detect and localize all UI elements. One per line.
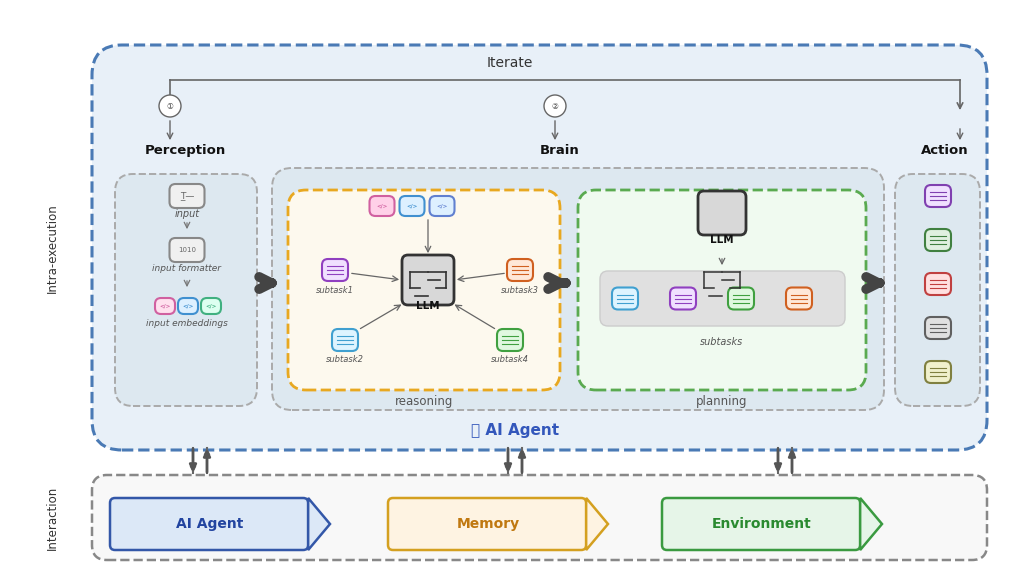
Text: </>: </> xyxy=(160,303,171,308)
FancyBboxPatch shape xyxy=(201,298,221,314)
Text: Environment: Environment xyxy=(712,517,812,531)
Text: Perception: Perception xyxy=(144,144,225,157)
Text: Iterate: Iterate xyxy=(486,56,534,70)
Text: </>: </> xyxy=(206,303,217,308)
FancyBboxPatch shape xyxy=(612,287,638,310)
Circle shape xyxy=(544,95,566,117)
Text: input embeddings: input embeddings xyxy=(146,319,228,328)
Circle shape xyxy=(159,95,181,117)
Text: </>: </> xyxy=(377,203,388,208)
Text: subtask3: subtask3 xyxy=(501,286,539,294)
Text: Brain: Brain xyxy=(540,144,580,157)
FancyBboxPatch shape xyxy=(370,196,394,216)
FancyBboxPatch shape xyxy=(92,45,987,450)
FancyBboxPatch shape xyxy=(925,273,951,295)
FancyBboxPatch shape xyxy=(507,259,534,281)
FancyBboxPatch shape xyxy=(388,498,586,550)
FancyBboxPatch shape xyxy=(728,287,754,310)
Text: </>: </> xyxy=(407,203,418,208)
Text: reasoning: reasoning xyxy=(395,395,454,407)
Text: ②: ② xyxy=(552,102,558,111)
FancyBboxPatch shape xyxy=(786,287,812,310)
FancyBboxPatch shape xyxy=(895,174,980,406)
FancyBboxPatch shape xyxy=(399,196,425,216)
Polygon shape xyxy=(586,498,608,550)
Text: LLM: LLM xyxy=(416,301,440,311)
Text: subtasks: subtasks xyxy=(700,337,743,347)
FancyBboxPatch shape xyxy=(600,271,845,326)
Text: subtask1: subtask1 xyxy=(316,286,354,294)
Text: Action: Action xyxy=(922,144,969,157)
FancyBboxPatch shape xyxy=(115,174,257,406)
FancyBboxPatch shape xyxy=(322,259,348,281)
FancyBboxPatch shape xyxy=(178,298,198,314)
Text: planning: planning xyxy=(696,395,748,407)
FancyBboxPatch shape xyxy=(429,196,455,216)
Text: Interaction: Interaction xyxy=(45,486,58,550)
FancyBboxPatch shape xyxy=(925,229,951,251)
Text: LLM: LLM xyxy=(711,235,734,245)
FancyBboxPatch shape xyxy=(925,317,951,339)
Text: 1010: 1010 xyxy=(178,247,196,253)
FancyBboxPatch shape xyxy=(662,498,860,550)
Text: 🤖 AI Agent: 🤖 AI Agent xyxy=(471,423,559,437)
FancyBboxPatch shape xyxy=(110,498,308,550)
Text: Intra-execution: Intra-execution xyxy=(45,203,58,293)
Polygon shape xyxy=(860,498,882,550)
Text: </>: </> xyxy=(182,303,194,308)
FancyBboxPatch shape xyxy=(332,329,358,351)
Text: input: input xyxy=(174,209,200,219)
Text: ①: ① xyxy=(167,102,173,111)
FancyBboxPatch shape xyxy=(170,238,205,262)
Text: subtask4: subtask4 xyxy=(490,356,529,365)
FancyBboxPatch shape xyxy=(670,287,696,310)
FancyBboxPatch shape xyxy=(578,190,866,390)
FancyBboxPatch shape xyxy=(272,168,884,410)
FancyBboxPatch shape xyxy=(497,329,523,351)
Text: </>: </> xyxy=(436,203,447,208)
FancyBboxPatch shape xyxy=(155,298,175,314)
FancyBboxPatch shape xyxy=(698,191,746,235)
Text: AI Agent: AI Agent xyxy=(176,517,244,531)
Text: Memory: Memory xyxy=(457,517,519,531)
FancyBboxPatch shape xyxy=(288,190,560,390)
Text: subtask2: subtask2 xyxy=(326,356,364,365)
FancyBboxPatch shape xyxy=(92,475,987,560)
Text: T̲—: T̲— xyxy=(180,191,195,201)
Polygon shape xyxy=(308,498,330,550)
FancyBboxPatch shape xyxy=(170,184,205,208)
FancyBboxPatch shape xyxy=(925,361,951,383)
Text: input formatter: input formatter xyxy=(153,264,221,273)
FancyBboxPatch shape xyxy=(402,255,454,305)
FancyBboxPatch shape xyxy=(925,185,951,207)
